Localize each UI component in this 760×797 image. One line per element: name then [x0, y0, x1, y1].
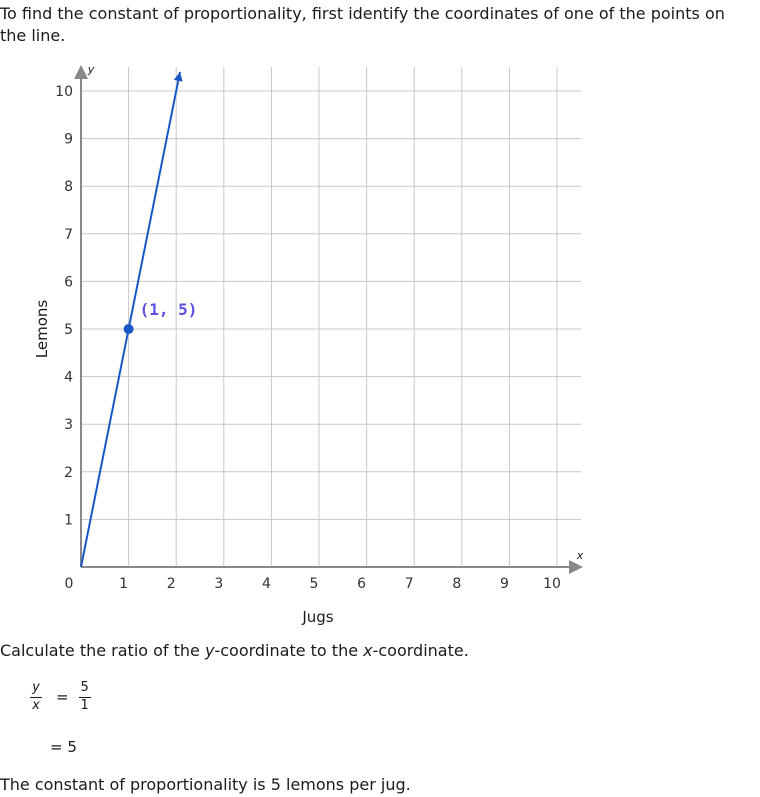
- grid-lines: [81, 67, 581, 567]
- calc-y-var: y: [204, 641, 215, 660]
- x-axis-letter: x: [576, 549, 584, 562]
- x-tick-label: 6: [357, 576, 366, 592]
- conclusion-text: The constant of proportionality is 5 lem…: [0, 775, 411, 794]
- x-tick-label: 10: [543, 576, 561, 592]
- x-tick-label: 0: [65, 576, 74, 592]
- rhs-fraction: 5 1: [77, 681, 93, 713]
- x-tick-label: 2: [167, 576, 176, 592]
- data-point-label: (1, 5): [140, 300, 198, 319]
- y-tick-label: 9: [64, 132, 73, 148]
- x-tick-label: 3: [214, 576, 223, 592]
- axes: [74, 65, 583, 574]
- y-tick-label: 2: [64, 465, 73, 481]
- y-tick-label: 7: [64, 227, 73, 243]
- y-tick-label: 6: [64, 274, 73, 290]
- y-axis-letter: y: [87, 63, 95, 76]
- y-tick-label: 10: [55, 84, 73, 100]
- calculation-instruction: Calculate the ratio of the y-coordinate …: [0, 641, 469, 660]
- intro-text: To find the constant of proportionality,…: [0, 4, 725, 45]
- lhs-fraction: y x: [28, 681, 44, 713]
- equals-sign: =: [56, 688, 69, 706]
- data-point: [123, 324, 134, 334]
- x-tick-label: 5: [310, 576, 319, 592]
- lhs-fraction-bar: [30, 697, 42, 698]
- x-tick-label: 1: [119, 576, 128, 592]
- y-axis-arrow-icon: [74, 65, 88, 79]
- x-tick-label: 8: [452, 576, 461, 592]
- y-tick-label: 1: [64, 512, 73, 528]
- x-axis-label: Jugs: [301, 608, 333, 626]
- y-axis-label: Lemons: [33, 300, 51, 359]
- series-line: [80, 71, 181, 568]
- proportionality-chart: 0 1 2 3 4 5 6 7 8 9 10 1 2 3 4 5 6 7 8 9 10 (1, 5) Jugs Lemo…: [33, 63, 584, 626]
- rhs-fraction-bar: [78, 697, 91, 698]
- calc-prefix: Calculate the ratio of the: [0, 641, 205, 660]
- ratio-equation: y x = 5 1: [28, 681, 93, 713]
- calc-suffix: -coordinate.: [372, 641, 469, 660]
- series-arrow-icon: [173, 71, 183, 82]
- calc-middle: -coordinate to the: [214, 641, 364, 660]
- rhs-numerator: 5: [80, 680, 89, 695]
- y-tick-label: 5: [64, 322, 73, 338]
- y-tick-label: 4: [64, 370, 73, 386]
- x-tick-label: 7: [405, 576, 414, 592]
- lhs-denominator: x: [32, 698, 40, 713]
- y-tick-label: 3: [64, 417, 73, 433]
- x-tick-label: 9: [500, 576, 509, 592]
- rhs-denominator: 1: [80, 698, 89, 713]
- x-axis-arrow-icon: [569, 560, 583, 574]
- series-lines: [80, 71, 183, 568]
- x-tick-label: 4: [262, 576, 271, 592]
- lhs-numerator: y: [32, 680, 40, 695]
- data-points: (1, 5): [123, 300, 198, 334]
- calc-x-var: x: [363, 641, 373, 660]
- y-tick-label: 8: [64, 179, 73, 195]
- tick-labels: 0 1 2 3 4 5 6 7 8 9 10 1 2 3 4 5 6 7 8 9 10: [55, 84, 561, 592]
- ratio-result: = 5: [50, 738, 77, 756]
